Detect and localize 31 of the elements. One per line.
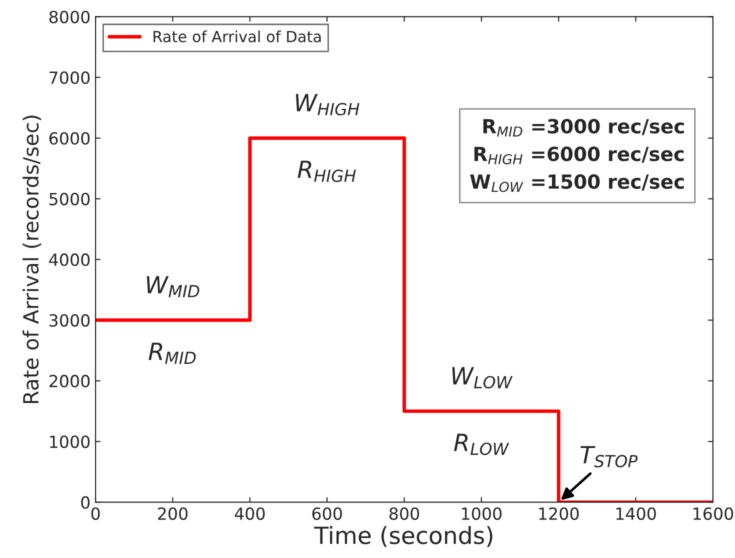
legend-label: Rate of Arrival of Data xyxy=(154,30,321,42)
annotation: W$_{MID}$ xyxy=(146,276,200,298)
x-tick-label: 1600 xyxy=(694,507,734,520)
y-tick-label: 8000 xyxy=(49,10,90,24)
x-tick-label: 400 xyxy=(234,507,265,520)
annotation: W$_{HIGH}$ xyxy=(296,94,360,116)
y-tick-label: 3000 xyxy=(50,314,90,327)
annotation: R$_{HIGH}$ =6000 rec/sec xyxy=(474,146,684,164)
annotation: R$_{MID}$ xyxy=(148,342,196,364)
y-tick-label: 0 xyxy=(81,496,90,509)
y-axis-title: Rate of Arrival (records/sec) xyxy=(22,116,42,404)
y-tick-label: 6000 xyxy=(49,132,90,145)
x-tick-label: 0 xyxy=(91,507,100,520)
y-tick-label: 4000 xyxy=(49,253,90,266)
x-tick-label: 1200 xyxy=(539,507,579,520)
x-tick-label: 200 xyxy=(158,507,188,520)
x-tick-label: 800 xyxy=(389,507,420,520)
annotation: R$_{HIGH}$ xyxy=(298,160,356,182)
x-tick-label: 1000 xyxy=(462,507,502,520)
annotation: T$_{STOP}$ xyxy=(580,446,638,468)
y-tick-label: 7000 xyxy=(50,71,90,84)
y-tick-label: 1000 xyxy=(50,435,90,448)
annotation: W$_{LOW}$ xyxy=(452,367,513,388)
x-tick-label: 600 xyxy=(312,507,342,520)
annotation: R$_{MID}$ =3000 rec/sec xyxy=(483,118,684,136)
y-tick-label: 2000 xyxy=(49,374,90,388)
x-axis-title: Time (seconds) xyxy=(314,526,492,548)
annotation: R$_{LOW}$ xyxy=(454,434,510,456)
annotation: W$_{LOW}$ =1500 rec/sec xyxy=(470,174,684,192)
y-tick-label: 5000 xyxy=(50,192,90,206)
x-tick-label: 1400 xyxy=(616,507,656,520)
